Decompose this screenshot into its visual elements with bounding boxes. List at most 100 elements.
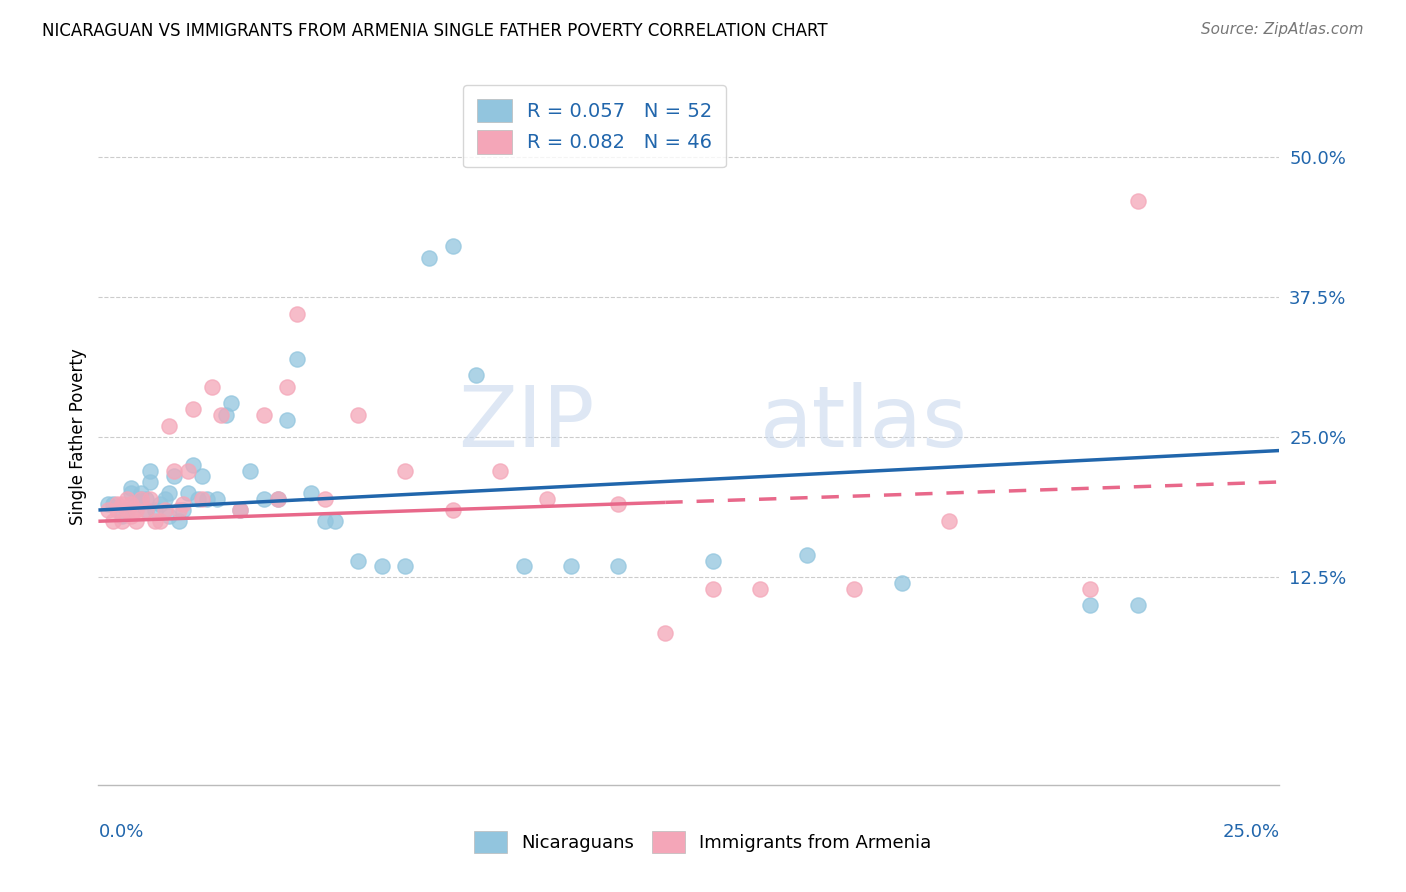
Point — [748, 582, 770, 596]
Point — [111, 514, 134, 528]
Point — [149, 497, 172, 511]
Point — [153, 503, 176, 517]
Point — [121, 481, 143, 495]
Point — [229, 503, 252, 517]
Point — [139, 464, 162, 478]
Point — [253, 408, 276, 422]
Point — [172, 503, 194, 517]
Point — [121, 508, 143, 523]
Point — [191, 469, 214, 483]
Point — [536, 491, 558, 506]
Point — [209, 408, 232, 422]
Point — [125, 514, 148, 528]
Point — [191, 491, 214, 506]
Point — [702, 553, 724, 567]
Point — [1080, 582, 1102, 596]
Point — [129, 486, 152, 500]
Point — [267, 491, 290, 506]
Point — [215, 408, 238, 422]
Text: Source: ZipAtlas.com: Source: ZipAtlas.com — [1201, 22, 1364, 37]
Text: 25.0%: 25.0% — [1222, 823, 1279, 841]
Point — [115, 503, 138, 517]
Point — [323, 514, 346, 528]
Legend: R = 0.057   N = 52, R = 0.082   N = 46: R = 0.057 N = 52, R = 0.082 N = 46 — [463, 85, 725, 168]
Point — [139, 475, 162, 489]
Point — [654, 626, 676, 640]
Point — [105, 497, 128, 511]
Point — [465, 368, 488, 383]
Text: ZIP: ZIP — [458, 382, 595, 465]
Point — [418, 251, 440, 265]
Point — [115, 503, 138, 517]
Legend: Nicaraguans, Immigrants from Armenia: Nicaraguans, Immigrants from Armenia — [467, 824, 939, 861]
Point — [115, 491, 138, 506]
Point — [560, 559, 582, 574]
Point — [153, 491, 176, 506]
Point — [125, 503, 148, 517]
Point — [1126, 194, 1149, 209]
Point — [347, 408, 370, 422]
Point — [314, 514, 336, 528]
Point — [167, 503, 190, 517]
Point — [105, 503, 128, 517]
Point — [844, 582, 866, 596]
Point — [890, 576, 912, 591]
Point — [157, 418, 180, 433]
Text: atlas: atlas — [759, 382, 967, 465]
Point — [187, 491, 209, 506]
Point — [938, 514, 960, 528]
Point — [702, 582, 724, 596]
Point — [394, 464, 416, 478]
Text: NICARAGUAN VS IMMIGRANTS FROM ARMENIA SINGLE FATHER POVERTY CORRELATION CHART: NICARAGUAN VS IMMIGRANTS FROM ARMENIA SI… — [42, 22, 828, 40]
Point — [101, 514, 124, 528]
Point — [121, 486, 143, 500]
Point — [181, 402, 204, 417]
Point — [1126, 599, 1149, 613]
Point — [143, 503, 166, 517]
Point — [253, 491, 276, 506]
Y-axis label: Single Father Poverty: Single Father Poverty — [69, 349, 87, 525]
Point — [314, 491, 336, 506]
Point — [229, 503, 252, 517]
Point — [172, 497, 194, 511]
Point — [607, 497, 630, 511]
Point — [276, 379, 298, 393]
Point — [285, 351, 308, 366]
Point — [177, 486, 200, 500]
Point — [441, 239, 464, 253]
Point — [796, 548, 818, 562]
Point — [125, 497, 148, 511]
Point — [219, 396, 242, 410]
Point — [121, 497, 143, 511]
Point — [371, 559, 394, 574]
Point — [135, 503, 157, 517]
Point — [157, 508, 180, 523]
Point — [177, 464, 200, 478]
Point — [394, 559, 416, 574]
Text: 0.0%: 0.0% — [98, 823, 143, 841]
Point — [135, 491, 157, 506]
Point — [139, 491, 162, 506]
Point — [195, 491, 218, 506]
Point — [181, 458, 204, 472]
Point — [299, 486, 322, 500]
Point — [163, 464, 186, 478]
Point — [129, 491, 152, 506]
Point — [111, 508, 134, 523]
Point — [111, 497, 134, 511]
Point — [97, 503, 120, 517]
Point — [149, 514, 172, 528]
Point — [135, 503, 157, 517]
Point — [276, 413, 298, 427]
Point — [1080, 599, 1102, 613]
Point — [129, 491, 152, 506]
Point — [163, 469, 186, 483]
Point — [167, 514, 190, 528]
Point — [101, 497, 124, 511]
Point — [205, 491, 228, 506]
Point — [239, 464, 262, 478]
Point — [143, 514, 166, 528]
Point — [97, 497, 120, 511]
Point — [267, 491, 290, 506]
Point — [607, 559, 630, 574]
